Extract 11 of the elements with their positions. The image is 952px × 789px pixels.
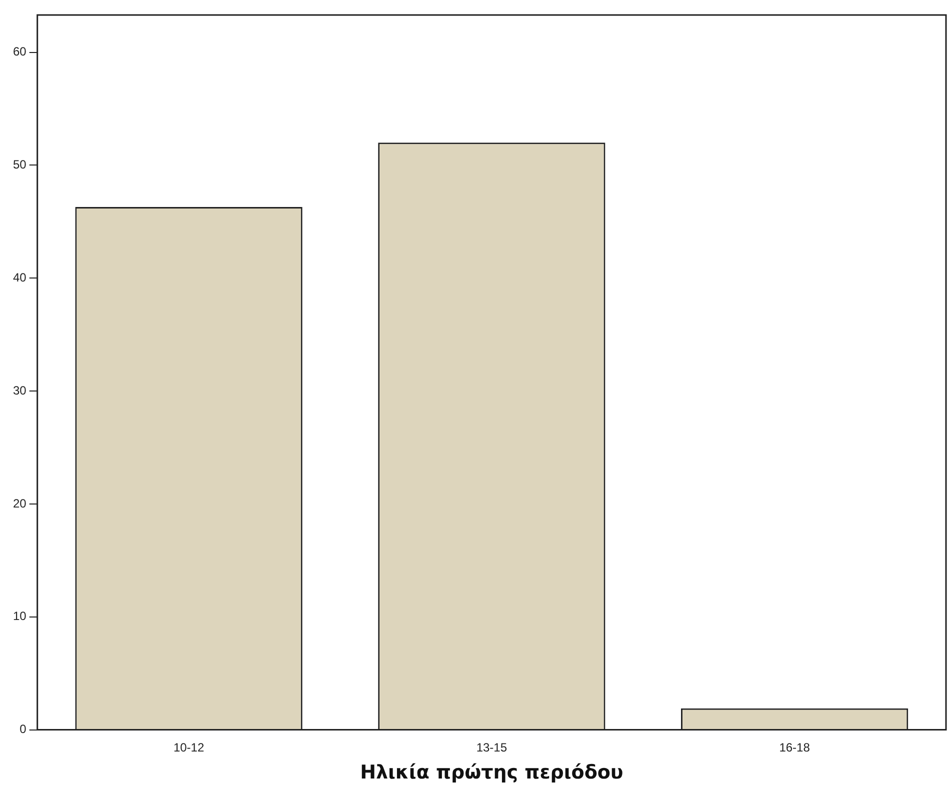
x-axis-title: Ηλικία πρώτης περιόδου [360, 762, 624, 784]
y-tick-label: 10 [12, 609, 27, 624]
y-tick-label: 40 [12, 270, 27, 284]
x-tick-label: 13-15 [476, 740, 508, 754]
y-tick-label: 60 [12, 44, 27, 59]
y-tick-label: 0 [20, 722, 27, 736]
y-tick-label: 30 [12, 383, 27, 398]
y-tick-label: 50 [12, 158, 27, 172]
x-tick-label: 10-12 [173, 740, 204, 754]
x-tick-label: 16-18 [779, 740, 810, 754]
y-tick-label: 20 [12, 496, 27, 510]
